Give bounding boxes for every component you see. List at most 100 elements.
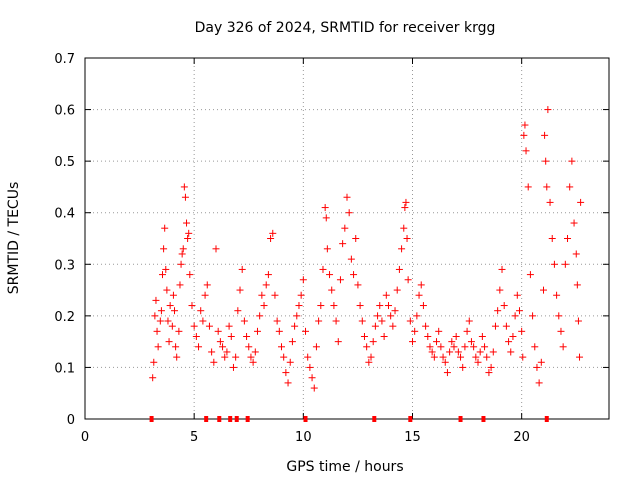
data-point: [406, 317, 414, 325]
data-point: [391, 307, 399, 315]
data-point: [378, 317, 386, 325]
data-point: [322, 214, 330, 222]
data-point: [358, 317, 366, 325]
data-point: [341, 224, 349, 232]
data-point: [481, 343, 489, 351]
data-point: [160, 245, 168, 253]
data-point: [267, 235, 275, 242]
data-point: [302, 327, 310, 335]
data-point: [524, 183, 532, 191]
data-point: [478, 332, 486, 340]
data-point: [474, 358, 482, 366]
data-point: [234, 307, 242, 315]
data-point: [260, 302, 268, 310]
data-point: [221, 353, 229, 361]
data-point: [284, 379, 292, 387]
data-point: [152, 296, 160, 304]
data-point: [435, 327, 443, 335]
data-point: [494, 307, 502, 315]
data-point: [454, 348, 462, 356]
data-point: [483, 353, 491, 361]
data-point: [203, 281, 211, 289]
zero-value-marker: [408, 416, 413, 422]
data-point: [149, 374, 157, 382]
data-point: [520, 131, 528, 139]
data-point: [216, 338, 224, 346]
data-point: [299, 276, 307, 284]
data-point: [452, 332, 460, 340]
y-tick-label: 0.1: [54, 361, 75, 376]
data-point: [352, 235, 360, 242]
data-point: [548, 235, 556, 242]
data-point: [312, 343, 320, 351]
data-point: [387, 312, 395, 320]
data-point: [271, 291, 279, 299]
data-point: [190, 322, 198, 330]
data-point: [498, 265, 506, 273]
data-point: [291, 322, 299, 330]
data-point: [310, 384, 318, 392]
data-point: [446, 348, 454, 356]
data-point: [229, 363, 237, 371]
data-point: [424, 332, 432, 340]
y-tick-label: 0.7: [54, 52, 75, 67]
data-point: [172, 343, 180, 351]
data-point: [404, 276, 412, 284]
data-point: [185, 229, 193, 237]
data-point: [288, 338, 296, 346]
data-point: [411, 327, 419, 335]
data-point: [415, 291, 423, 299]
data-point: [448, 338, 456, 346]
data-point: [428, 348, 436, 356]
data-point: [169, 291, 177, 299]
zero-value-marker: [303, 416, 308, 422]
data-point: [419, 302, 427, 310]
data-point: [186, 271, 194, 279]
data-point: [400, 224, 408, 232]
data-point: [519, 353, 527, 361]
data-point: [485, 369, 493, 377]
data-point: [544, 106, 552, 114]
data-point: [328, 286, 336, 294]
data-point: [339, 240, 347, 248]
axis-ticks: [84, 57, 609, 420]
data-point: [280, 353, 288, 361]
data-point: [518, 327, 526, 335]
data-point: [195, 343, 203, 351]
data-point: [568, 157, 576, 165]
data-point: [537, 358, 545, 366]
data-point: [162, 265, 170, 273]
data-point: [225, 322, 233, 330]
data-point: [470, 343, 478, 351]
data-points: [149, 106, 585, 392]
data-point: [315, 317, 323, 325]
data-point: [245, 343, 253, 351]
data-point: [295, 302, 303, 310]
data-point: [205, 322, 213, 330]
data-point: [282, 369, 290, 377]
data-point: [577, 198, 585, 206]
data-point: [159, 271, 167, 279]
data-point: [513, 291, 521, 299]
x-tick-label: 15: [404, 430, 421, 445]
zero-value-marker: [544, 416, 549, 422]
data-point: [173, 353, 181, 361]
data-point: [150, 358, 158, 366]
data-point: [559, 343, 567, 351]
y-tick-label: 0.4: [54, 207, 75, 222]
data-point: [461, 343, 469, 351]
data-point: [426, 343, 434, 351]
data-point: [413, 312, 421, 320]
data-point: [354, 281, 362, 289]
data-point: [546, 198, 554, 206]
data-point: [573, 281, 581, 289]
data-point: [334, 338, 342, 346]
data-point: [403, 235, 411, 242]
data-point: [433, 338, 441, 346]
data-point: [507, 348, 515, 356]
data-point: [236, 286, 244, 294]
data-point: [389, 322, 397, 330]
data-point: [574, 317, 582, 325]
data-point: [472, 353, 480, 361]
